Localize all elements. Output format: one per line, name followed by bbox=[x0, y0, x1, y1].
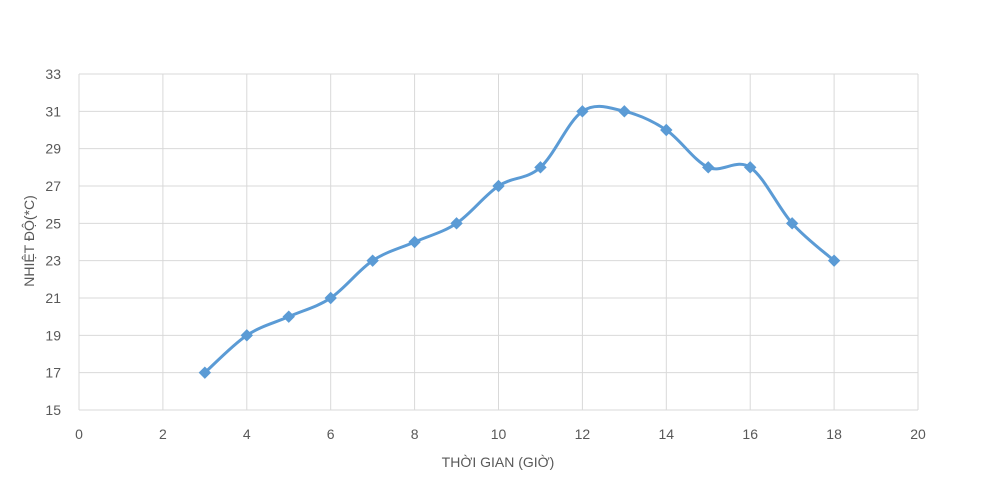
y-tick-label: 25 bbox=[45, 215, 61, 231]
data-point-marker bbox=[785, 217, 799, 230]
x-tick-label: 2 bbox=[159, 426, 167, 442]
gridlines bbox=[79, 73, 919, 410]
x-tick-label: 6 bbox=[327, 426, 335, 442]
axes bbox=[78, 74, 918, 411]
y-tick-label: 15 bbox=[45, 402, 61, 418]
data-point-marker bbox=[240, 329, 254, 342]
data-point-marker bbox=[492, 179, 505, 193]
y-tick-label: 31 bbox=[45, 103, 61, 119]
x-tick-label: 4 bbox=[243, 426, 251, 442]
y-tick-label: 19 bbox=[45, 327, 61, 343]
y-tick-label: 23 bbox=[45, 253, 61, 269]
data-point-marker bbox=[324, 291, 337, 305]
data-point-marker bbox=[618, 105, 631, 118]
series bbox=[198, 104, 841, 379]
y-axis-title: NHIỆT ĐỘ(*C) bbox=[21, 195, 37, 287]
data-point-marker bbox=[702, 161, 715, 174]
data-point-marker bbox=[743, 161, 757, 174]
y-tick-label: 33 bbox=[45, 66, 61, 82]
data-point-marker bbox=[534, 161, 547, 174]
tick-labels: 15 17 19 21 23 25 27 29 31 33 0 2 4 6 8 10 12 14 16 18 20 bbox=[45, 66, 926, 442]
data-point-marker bbox=[366, 254, 379, 267]
x-tick-label: 18 bbox=[826, 426, 842, 442]
y-tick-label: 27 bbox=[45, 178, 61, 194]
y-tick-label: 29 bbox=[45, 141, 61, 157]
y-tick-label: 21 bbox=[45, 290, 61, 306]
data-point-marker bbox=[198, 366, 212, 379]
x-axis-title: THỜI GIAN (GIỜ) bbox=[442, 454, 555, 470]
x-tick-label: 10 bbox=[491, 426, 507, 442]
series-line bbox=[203, 104, 836, 375]
data-point-marker bbox=[450, 217, 463, 230]
y-tick-label: 17 bbox=[45, 365, 61, 381]
x-tick-label: 8 bbox=[411, 426, 419, 442]
x-tick-label: 12 bbox=[575, 426, 591, 442]
x-tick-label: 14 bbox=[659, 426, 675, 442]
data-point-marker bbox=[282, 310, 295, 323]
data-point-marker bbox=[408, 235, 421, 249]
x-tick-label: 16 bbox=[742, 426, 758, 442]
data-point-marker bbox=[827, 254, 841, 267]
x-tick-label: 20 bbox=[910, 426, 926, 442]
data-point-marker bbox=[576, 105, 589, 118]
x-tick-label: 0 bbox=[75, 426, 83, 442]
data-point-marker bbox=[660, 123, 673, 137]
